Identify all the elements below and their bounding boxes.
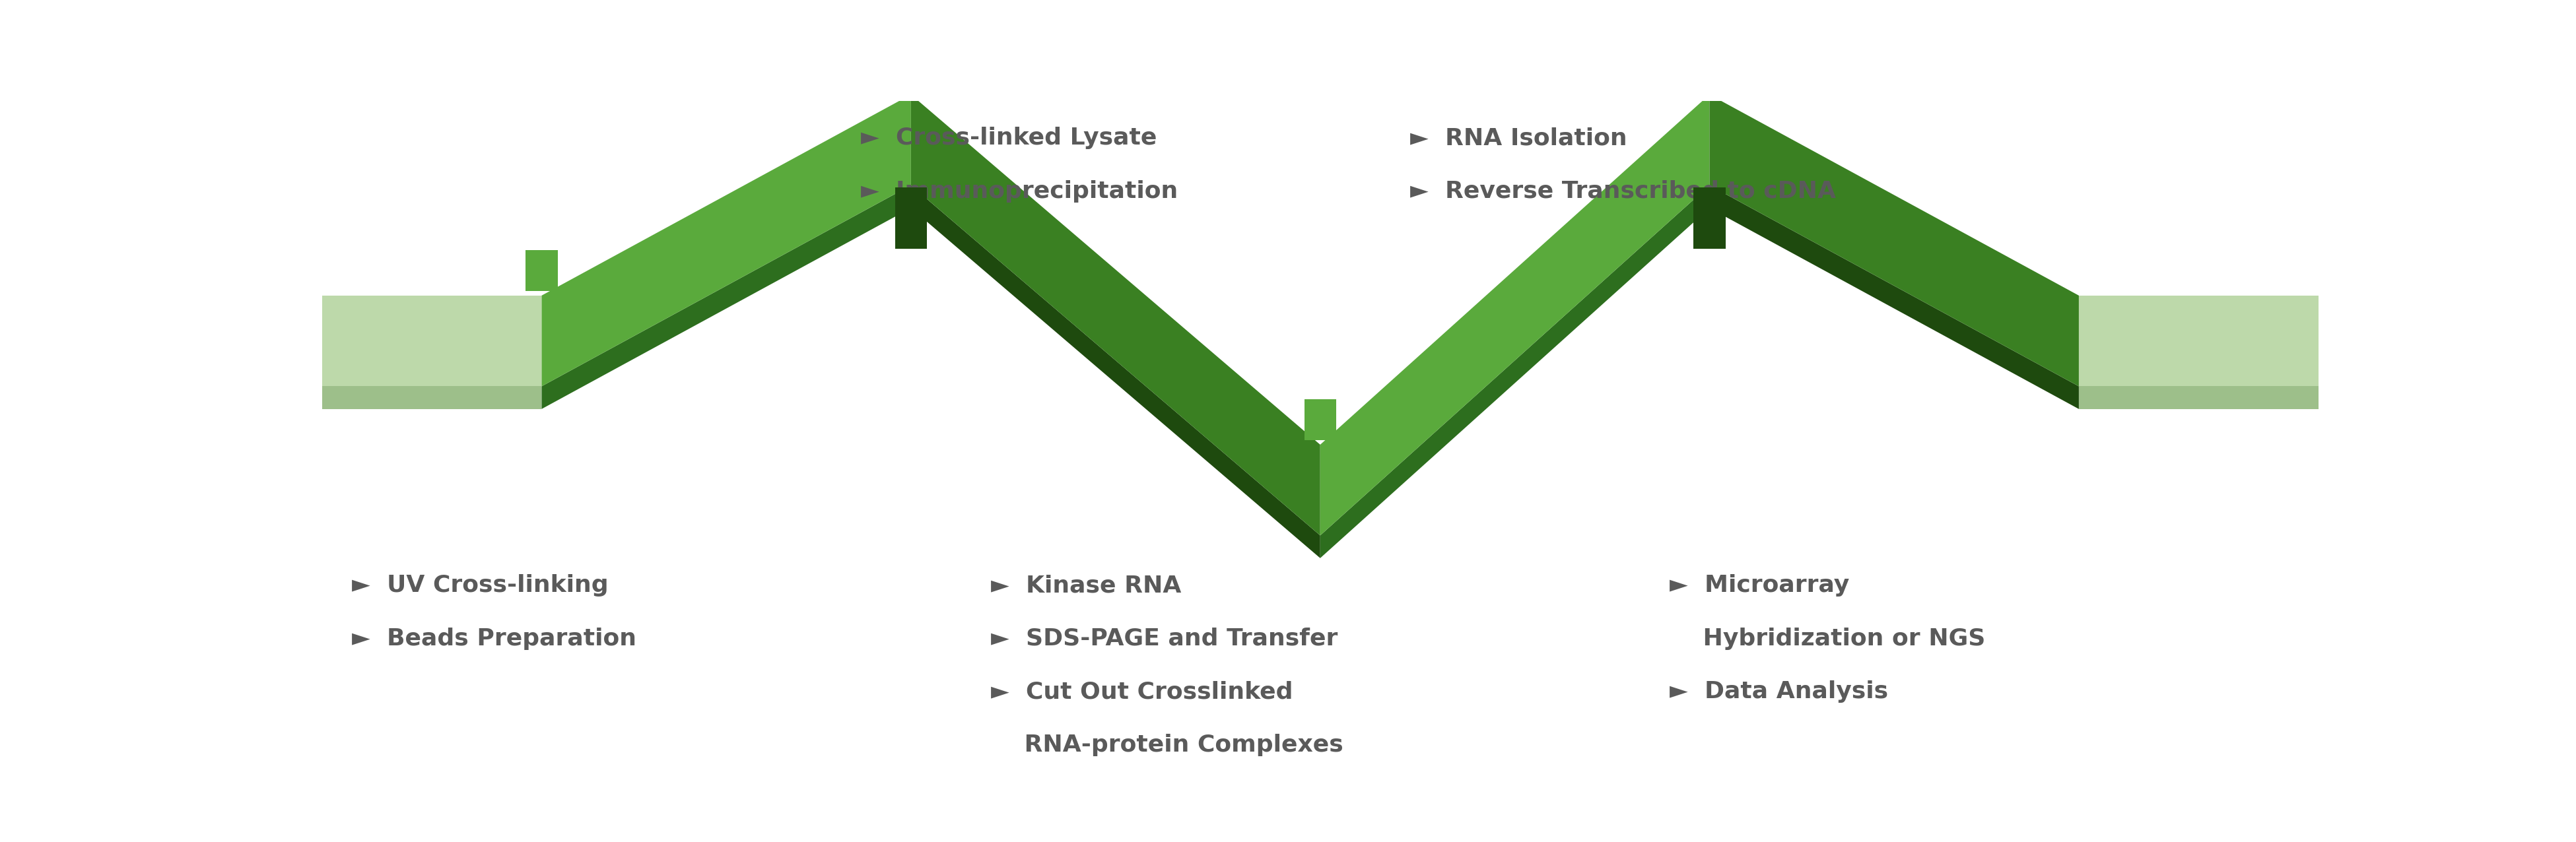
Polygon shape [1321, 185, 1710, 558]
Polygon shape [1303, 399, 1337, 440]
Polygon shape [526, 250, 556, 291]
Text: ►  Microarray: ► Microarray [1669, 574, 1850, 597]
Text: ►  Data Analysis: ► Data Analysis [1669, 680, 1888, 703]
Polygon shape [1321, 94, 1710, 536]
Text: ►  Cross-linked Lysate: ► Cross-linked Lysate [860, 127, 1157, 149]
Polygon shape [322, 386, 541, 409]
Text: ►  Kinase RNA: ► Kinase RNA [992, 574, 1182, 597]
Text: ►  Cut Out Crosslinked: ► Cut Out Crosslinked [992, 680, 1293, 703]
Polygon shape [1710, 94, 2079, 386]
Polygon shape [2079, 296, 2318, 386]
Polygon shape [1692, 188, 1726, 249]
Text: ►  RNA Isolation: ► RNA Isolation [1409, 127, 1628, 149]
Polygon shape [912, 94, 1321, 536]
Text: ►  Immunoprecipitation: ► Immunoprecipitation [860, 180, 1177, 203]
Polygon shape [2079, 386, 2318, 409]
Polygon shape [541, 185, 912, 409]
Polygon shape [322, 296, 541, 386]
Text: Hybridization or NGS: Hybridization or NGS [1669, 627, 1986, 650]
Text: ►  Reverse Transcribed to cDNA: ► Reverse Transcribed to cDNA [1409, 180, 1837, 203]
Polygon shape [894, 188, 927, 249]
Polygon shape [541, 94, 912, 386]
Polygon shape [912, 185, 1321, 558]
Polygon shape [1710, 185, 2079, 409]
Text: ►  UV Cross-linking: ► UV Cross-linking [353, 574, 608, 597]
Text: ►  Beads Preparation: ► Beads Preparation [353, 627, 636, 650]
Text: ►  SDS-PAGE and Transfer: ► SDS-PAGE and Transfer [992, 627, 1337, 650]
Text: RNA-protein Complexes: RNA-protein Complexes [992, 734, 1342, 756]
